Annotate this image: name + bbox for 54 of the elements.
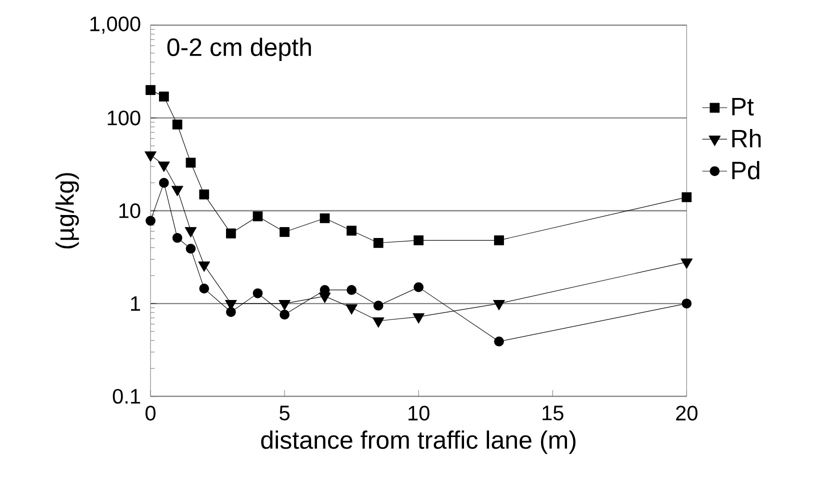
y-tick-label: 100 xyxy=(108,110,140,126)
point xyxy=(252,211,263,222)
point xyxy=(278,300,290,310)
point xyxy=(226,228,236,238)
point xyxy=(682,298,692,308)
point xyxy=(159,91,169,102)
point xyxy=(172,119,182,130)
point xyxy=(320,213,330,223)
point xyxy=(682,192,692,202)
point xyxy=(412,313,425,324)
x-tick-label: 0 xyxy=(146,406,156,420)
point xyxy=(494,235,504,246)
point xyxy=(226,306,236,317)
y-tick-label: 10 xyxy=(119,203,140,218)
point xyxy=(346,226,357,236)
y-axis-title: (µg/kg) xyxy=(56,172,79,248)
point xyxy=(346,284,357,295)
x-tick-label: 15 xyxy=(542,406,564,420)
point xyxy=(186,158,196,168)
point xyxy=(146,84,156,95)
y-tick-label: 0.1 xyxy=(112,388,140,404)
point xyxy=(346,304,358,314)
x-axis-title: distance from traffic lane (m) xyxy=(261,430,576,454)
point xyxy=(680,258,693,269)
annotation: 0-2 cm depth xyxy=(167,37,311,61)
point xyxy=(252,288,263,298)
x-tick-label: 10 xyxy=(408,406,430,420)
legend-label: Pd xyxy=(732,160,760,180)
point xyxy=(158,161,170,172)
point xyxy=(171,186,184,196)
point xyxy=(494,336,504,346)
point xyxy=(493,300,505,310)
point xyxy=(280,226,290,237)
point xyxy=(146,216,156,226)
point xyxy=(186,244,196,254)
point xyxy=(184,226,197,238)
point xyxy=(373,238,384,248)
point xyxy=(414,235,424,246)
legend-label: Pt xyxy=(732,98,754,116)
legend-label: Rh xyxy=(732,128,761,148)
x-tick-label: 20 xyxy=(676,406,698,420)
y-tick-label: 1,000 xyxy=(90,16,140,34)
point xyxy=(414,282,424,292)
point xyxy=(372,317,384,328)
point xyxy=(373,300,384,310)
y-tick-label: 1 xyxy=(131,296,140,311)
point xyxy=(198,261,210,272)
point xyxy=(172,232,182,243)
x-tick-label: 5 xyxy=(280,406,290,420)
point xyxy=(159,178,169,188)
point xyxy=(199,189,210,200)
point xyxy=(280,309,290,320)
point xyxy=(199,283,210,294)
point xyxy=(144,151,156,162)
